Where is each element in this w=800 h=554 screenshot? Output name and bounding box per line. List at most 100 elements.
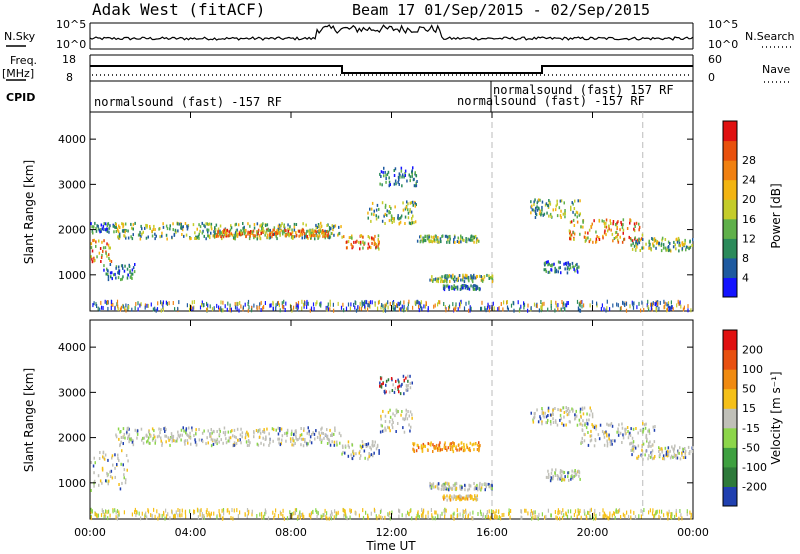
scatter-cell (160, 300, 162, 305)
echo-cell (253, 226, 256, 230)
echo-cell (634, 248, 637, 252)
echo-cell (130, 273, 133, 277)
echo-cell (381, 424, 383, 428)
echo-cell (158, 427, 160, 431)
echo-cell (303, 236, 306, 240)
echo-cell (368, 455, 370, 459)
echo-cell (585, 426, 588, 430)
scatter-cell (297, 515, 299, 519)
echo-cell (547, 409, 550, 413)
echo-cell (653, 239, 656, 243)
scatter-cell (299, 510, 301, 515)
scatter-cell (638, 301, 640, 306)
echo-cell (459, 237, 462, 241)
echo-cell (213, 235, 216, 239)
echo-cell (184, 222, 187, 225)
echo-cell (117, 271, 119, 275)
echo-band (379, 166, 418, 188)
echo-cell (447, 275, 450, 279)
echo-cell (647, 429, 649, 433)
scatter-cell (389, 511, 391, 516)
echo-cell (669, 449, 671, 453)
scatter-cell (128, 305, 130, 309)
echo-cell (581, 436, 583, 440)
echo-cell (541, 412, 543, 415)
scatter-cell (310, 515, 312, 520)
echo-cell (307, 236, 309, 240)
echo-cell (107, 482, 109, 486)
echo-cell (404, 172, 406, 175)
nave-right-tick-low: 0 (708, 71, 715, 84)
scatter-cell (210, 511, 212, 516)
scatter-cell (508, 511, 510, 515)
scatter-cell (420, 305, 422, 310)
echo-cell (460, 240, 462, 244)
echo-cell (632, 427, 635, 431)
echo-cell (469, 449, 471, 453)
echo-cell (210, 222, 213, 226)
echo-cell (574, 473, 577, 477)
echo-cell (595, 424, 598, 428)
echo-cell (155, 234, 157, 238)
scatter-cell (320, 303, 322, 308)
scatter-cell (611, 513, 613, 518)
echo-cell (257, 443, 260, 447)
echo-cell (466, 494, 469, 498)
echo-cell (308, 432, 310, 436)
echo-cell (435, 443, 438, 447)
echo-cell (237, 223, 240, 227)
echo-cell (673, 240, 675, 244)
echo-cell (223, 426, 226, 430)
echo-cell (109, 258, 111, 262)
echo-cell (548, 201, 551, 205)
echo-cell (388, 180, 391, 184)
scatter-cell (578, 510, 580, 515)
echo-cell (130, 235, 132, 239)
scatter-cell (354, 305, 356, 310)
scatter-cell (283, 299, 285, 304)
echo-cell (404, 215, 407, 219)
echo-cell (233, 428, 236, 432)
scatter-cell (591, 300, 594, 305)
echo-cell (110, 469, 113, 473)
scatter-cell (137, 307, 139, 312)
echo-cell (350, 453, 352, 457)
scatter-cell (488, 308, 490, 313)
echo-cell (476, 494, 478, 498)
scatter-cell (555, 515, 557, 520)
echo-cell (488, 485, 491, 489)
scatter-cell (423, 508, 425, 513)
scatter-cell (96, 514, 98, 519)
echo-cell (397, 216, 399, 220)
echo-cell (409, 209, 411, 213)
echo-cell (437, 487, 440, 491)
scatter-cell (562, 508, 564, 513)
echo-cell (107, 273, 109, 276)
scatter-cell (263, 515, 265, 520)
echo-cell (94, 258, 96, 262)
echo-cell (643, 423, 646, 427)
echo-cell (380, 170, 383, 174)
scatter-cell (441, 511, 443, 516)
echo-cell (272, 228, 274, 232)
echo-cell (662, 243, 665, 247)
echo-cell (470, 274, 472, 278)
scatter-cell (342, 507, 344, 512)
echo-cell (290, 232, 293, 236)
echo-cell (317, 234, 319, 238)
echo-cell (375, 245, 377, 249)
echo-cell (417, 446, 420, 450)
scatter-cell (677, 299, 679, 304)
echo-cell (290, 433, 293, 436)
echo-cell (121, 222, 123, 226)
echo-cell (389, 408, 391, 412)
echo-cell (279, 230, 281, 234)
echo-cell (561, 477, 563, 481)
echo-cell (126, 426, 129, 430)
echo-cell (372, 454, 374, 458)
echo-cell (530, 411, 532, 415)
echo-cell (633, 244, 636, 248)
scatter-cell (619, 306, 621, 311)
scatter-cell (519, 307, 521, 312)
scatter-cell (667, 304, 669, 308)
